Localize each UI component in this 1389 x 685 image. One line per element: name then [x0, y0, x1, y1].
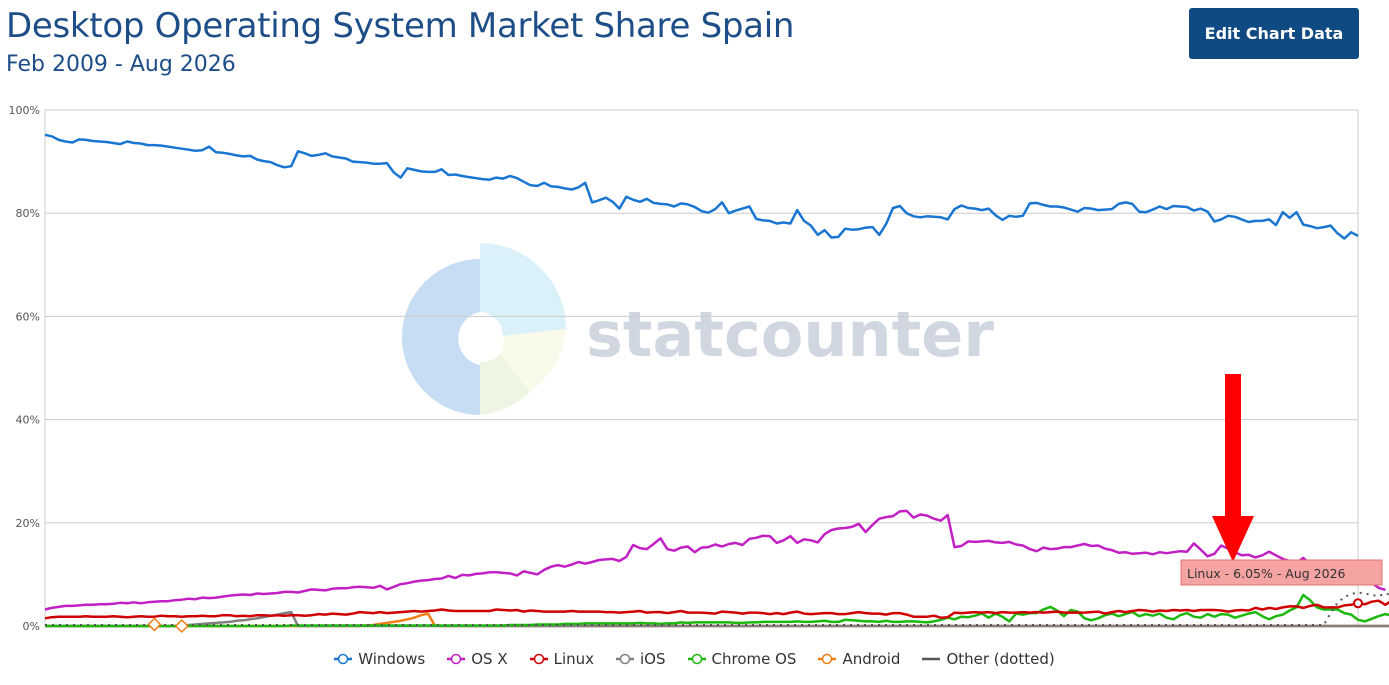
watermark-text: statcounter [586, 298, 994, 371]
series-line-linux[interactable] [44, 593, 1389, 620]
legend-label: Chrome OS [711, 650, 797, 668]
legend-item-os-x[interactable]: OS X [447, 650, 508, 668]
tooltip: Linux - 6.05% - Aug 2026 [1180, 559, 1383, 586]
legend-circle-icon [447, 653, 466, 665]
statcounter-logo-icon [402, 243, 566, 415]
linux-last-point[interactable] [1353, 598, 1363, 609]
series-line-other-dotted[interactable] [45, 591, 1389, 626]
legend-item-ios[interactable]: iOS [616, 650, 666, 668]
series-line-windows[interactable] [44, 133, 1359, 240]
red-arrow-icon [1212, 374, 1254, 562]
chart-legend: Windows OS X Linux iOS Chrome OS Android Other… [0, 646, 1389, 672]
y-tick-label: 0% [23, 620, 40, 633]
series-line-chrome-os[interactable] [45, 593, 1389, 628]
legend-label: Android [842, 650, 901, 668]
legend-item-windows[interactable]: Windows [334, 650, 425, 668]
android-marker-icon [174, 618, 189, 634]
y-tick-label: 60% [16, 310, 40, 323]
chart-title: Desktop Operating System Market Share Sp… [6, 6, 795, 46]
legend-label: OS X [471, 650, 508, 668]
y-tick-label: 20% [16, 517, 40, 530]
legend-circle-icon [818, 653, 837, 665]
legend-circle-icon [616, 653, 635, 665]
tooltip-text: Linux - 6.05% - Aug 2026 [1187, 566, 1346, 581]
legend-label: Windows [358, 650, 426, 668]
legend-circle-icon [529, 653, 548, 665]
y-tick-label: 40% [16, 414, 40, 427]
legend-item-chrome-os[interactable]: Chrome OS [687, 650, 797, 668]
y-axis: 0% 20% 40% 60% 80% 100% [9, 104, 40, 633]
legend-label: Other (dotted) [946, 650, 1055, 668]
line-chart: statcounter 0% 20% 40% 60% 80% 100% Linux - 6… [9, 104, 1389, 634]
legend-label: iOS [640, 650, 666, 668]
edit-chart-data-button[interactable]: Edit Chart Data [1189, 8, 1359, 59]
statcounter-watermark: statcounter [402, 243, 994, 415]
chart-subtitle: Feb 2009 - Aug 2026 [6, 52, 236, 77]
legend-label: Linux [553, 650, 595, 668]
y-tick-label: 100% [9, 104, 40, 117]
series-line-ios[interactable] [45, 610, 1389, 628]
legend-circle-icon [334, 653, 353, 665]
legend-item-linux[interactable]: Linux [529, 650, 595, 668]
series-layer [44, 133, 1389, 634]
y-tick-label: 80% [16, 207, 40, 220]
series-line-os-x[interactable] [44, 509, 1386, 611]
legend-item-android[interactable]: Android [818, 650, 900, 668]
legend-circle-icon [687, 653, 706, 665]
android-marker-icon [147, 617, 162, 632]
legend-dash-icon [922, 657, 941, 661]
legend-item-other-dotted[interactable]: Other (dotted) [922, 650, 1055, 668]
